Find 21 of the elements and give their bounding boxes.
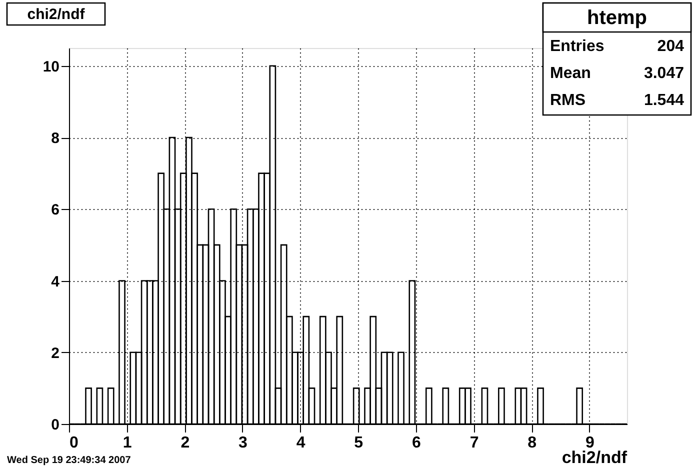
y-tick-label: 8 [51,130,60,148]
x-tick-label: 3 [238,434,248,452]
x-tick-label: 6 [412,434,421,452]
text: Entries 204 [550,38,684,55]
y-tick-label: 0 [51,416,60,434]
y-tick-label: 4 [51,273,60,290]
text: htemp [587,7,647,29]
x-tick-label: 4 [296,434,306,452]
text: RMS 1.544 [550,92,684,109]
x-tick-label: 1 [122,434,132,452]
text: Mean 3.047 [550,65,684,82]
y-tick-label: 2 [51,344,60,362]
x-tick-label: 0 [70,434,78,452]
chart-title: chi2/ndf [27,6,86,23]
text: Wed Sep 19 23:49:34 2007 [7,455,132,466]
x-tick-label: 7 [470,434,479,452]
y-tick-label: 6 [51,202,60,219]
x-tick-label: 2 [180,434,190,452]
x-tick-label: 5 [354,434,364,452]
y-tick-label: 10 [42,58,60,76]
x-tick-label: 8 [528,434,537,452]
